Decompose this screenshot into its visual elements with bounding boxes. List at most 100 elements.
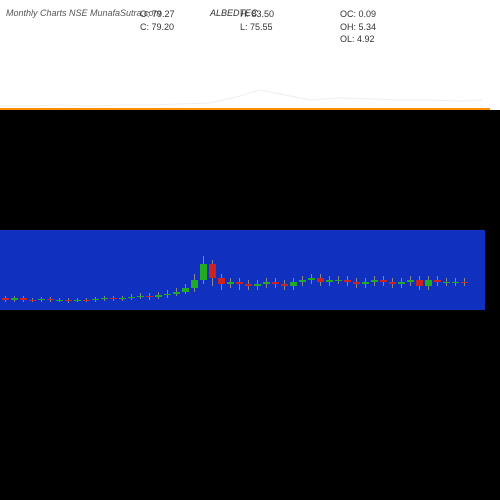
candle-body (416, 280, 423, 286)
candle (452, 230, 459, 310)
candle (182, 230, 189, 310)
candle-body (371, 280, 378, 282)
candle-body (425, 280, 432, 286)
candle (335, 230, 342, 310)
candle-body (110, 298, 117, 299)
candle-body (245, 284, 252, 286)
candle (110, 230, 117, 310)
candle-body (83, 300, 90, 301)
candle (218, 230, 225, 310)
last-price-marker (482, 98, 486, 106)
candle-body (434, 280, 441, 282)
candle-body (209, 264, 216, 278)
candle-body (380, 280, 387, 282)
candle-body (308, 278, 315, 280)
candle-body (272, 282, 279, 284)
candle (164, 230, 171, 310)
candle (74, 230, 81, 310)
candle (389, 230, 396, 310)
candle (317, 230, 324, 310)
candle (281, 230, 288, 310)
candle (209, 230, 216, 310)
candle-body (182, 288, 189, 292)
candle (155, 230, 162, 310)
candle (371, 230, 378, 310)
candle-body (29, 300, 36, 301)
candle (461, 230, 468, 310)
candle-body (38, 299, 45, 300)
candle (38, 230, 45, 310)
candle-body (20, 298, 27, 300)
candle (20, 230, 27, 310)
candle (380, 230, 387, 310)
candle-body (65, 300, 72, 301)
candle (200, 230, 207, 310)
candle (263, 230, 270, 310)
candle (416, 230, 423, 310)
candle-body (263, 282, 270, 284)
candle (362, 230, 369, 310)
candle-body (290, 282, 297, 286)
candle-body (353, 282, 360, 284)
candle-body (389, 282, 396, 284)
candle (254, 230, 261, 310)
price-axis (485, 230, 500, 310)
candle-body (92, 299, 99, 300)
candle-body (461, 282, 468, 283)
candle-body (137, 296, 144, 297)
candle-body (452, 282, 459, 283)
candle-body (200, 264, 207, 280)
candle-body (317, 278, 324, 282)
candle (146, 230, 153, 310)
candle (119, 230, 126, 310)
candle-body (335, 280, 342, 281)
candle-body (2, 298, 9, 300)
candle-body (326, 280, 333, 282)
candle-body (119, 298, 126, 299)
candle (11, 230, 18, 310)
candle (245, 230, 252, 310)
candle (398, 230, 405, 310)
candle (128, 230, 135, 310)
candle (290, 230, 297, 310)
candle (47, 230, 54, 310)
chart-page: Monthly Charts NSE MunafaSutra.com ALBED… (0, 0, 500, 500)
candle-body (299, 280, 306, 282)
candle-body (443, 282, 450, 283)
candle (92, 230, 99, 310)
candle-body (407, 280, 414, 282)
candle (137, 230, 144, 310)
candle (227, 230, 234, 310)
candle (272, 230, 279, 310)
candle-body (146, 296, 153, 297)
candle-body (362, 282, 369, 284)
candle-body (173, 292, 180, 294)
candle (83, 230, 90, 310)
candlestick-chart (0, 230, 485, 310)
candle-body (101, 298, 108, 299)
candle (344, 230, 351, 310)
candle-body (128, 297, 135, 298)
candle (299, 230, 306, 310)
candle (56, 230, 63, 310)
candle-wick (239, 278, 240, 290)
candle (101, 230, 108, 310)
upper-line-chart (0, 0, 500, 140)
candle (2, 230, 9, 310)
candle (191, 230, 198, 310)
candle (29, 230, 36, 310)
candle-body (218, 278, 225, 284)
candle (326, 230, 333, 310)
candle-body (344, 280, 351, 282)
candle-body (164, 294, 171, 295)
candle-body (281, 284, 288, 286)
candle (65, 230, 72, 310)
candle-body (155, 295, 162, 297)
candle (173, 230, 180, 310)
candle-body (56, 300, 63, 301)
candle (308, 230, 315, 310)
candle-body (191, 280, 198, 288)
candle-body (254, 284, 261, 286)
candle (443, 230, 450, 310)
orange-baseline (0, 108, 490, 110)
